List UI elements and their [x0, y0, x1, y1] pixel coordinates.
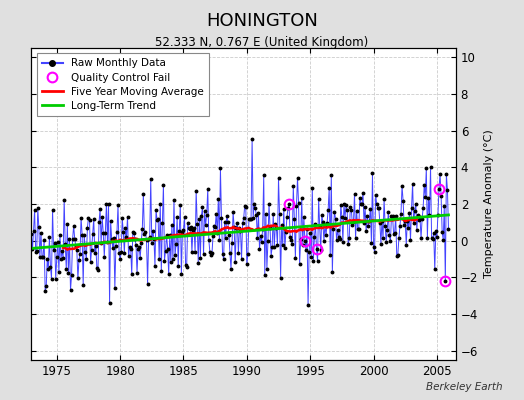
Text: 52.333 N, 0.767 E (United Kingdom): 52.333 N, 0.767 E (United Kingdom) — [156, 36, 368, 49]
Legend: Raw Monthly Data, Quality Control Fail, Five Year Moving Average, Long-Term Tren: Raw Monthly Data, Quality Control Fail, … — [37, 53, 209, 116]
Y-axis label: Temperature Anomaly (°C): Temperature Anomaly (°C) — [484, 130, 494, 278]
Text: Berkeley Earth: Berkeley Earth — [427, 382, 503, 392]
Text: HONINGTON: HONINGTON — [206, 12, 318, 30]
